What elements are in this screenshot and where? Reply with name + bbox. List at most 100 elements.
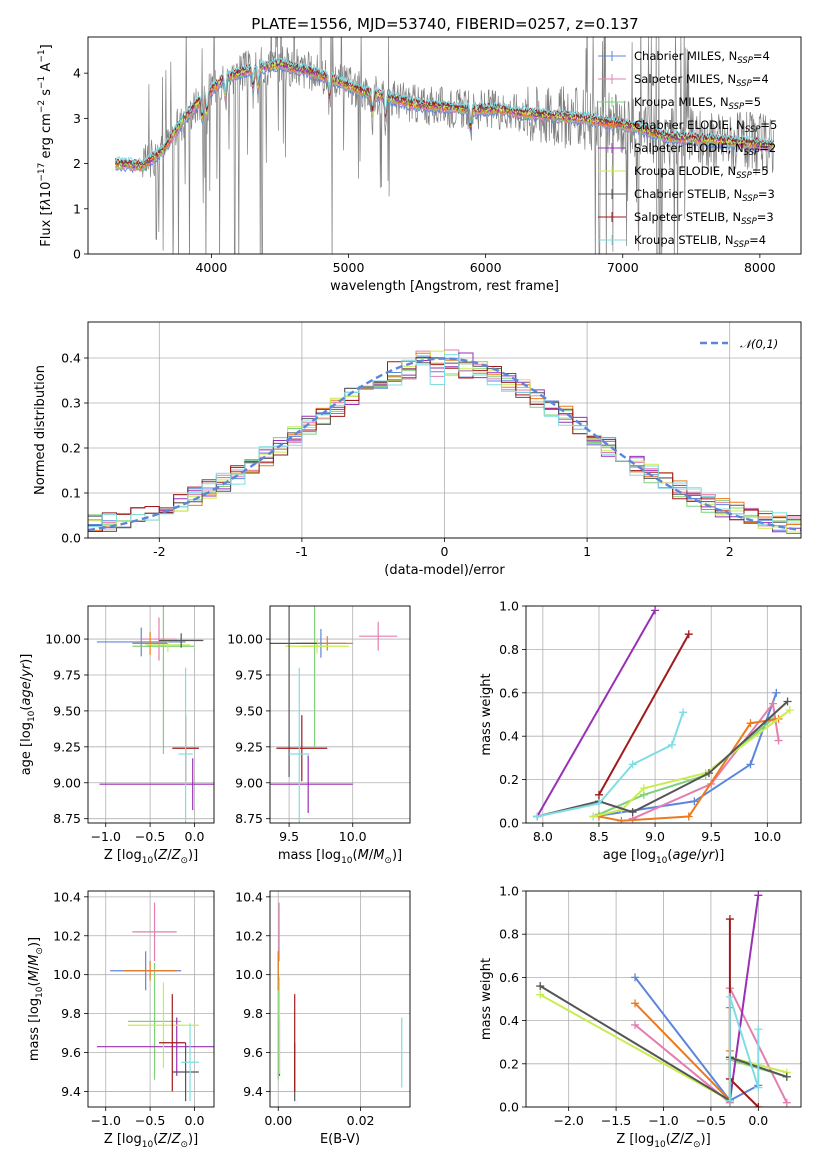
y-tick-label: 10.2 (53, 928, 81, 943)
weight-point-kroupa_stelib (754, 1025, 763, 1034)
plot-area-z_mass (96, 902, 214, 1102)
y-tick-label: 9.8 (243, 1006, 263, 1021)
y-tick-label: 10.00 (45, 632, 81, 647)
y-tick-label: 4 (73, 66, 81, 81)
x-axis-label: Z [log10(Z/Z⊙)] (104, 848, 198, 866)
plot-area-age_weight (533, 606, 794, 823)
y-tick-label: 1.0 (499, 599, 519, 614)
weight-point-chabrier_miles (746, 760, 755, 769)
weight-point-kroupa_elodie (639, 784, 648, 793)
histogram-kroupa_stelib (88, 354, 801, 528)
y-tick-label: 9.75 (53, 667, 81, 682)
legend-label: Salpeter MILES, NSSP=4 (634, 72, 769, 89)
chart-ebv_mass: 0.00 0.02 9.4 9.6 9.8 10.0 10.2 10.4 E(B-V) (235, 889, 411, 1147)
weight-point-salpeter_stelib (754, 1103, 763, 1107)
weight-point-salpeter_miles (631, 1020, 640, 1029)
weight-point-chabrier_miles (772, 688, 781, 697)
legend-label: Salpeter STELIB, NSSP=3 (634, 210, 774, 227)
x-tick-label: 0.0 (748, 1113, 768, 1128)
y-tick-label: 0.0 (499, 816, 519, 831)
x-tick-label: 7000 (607, 260, 639, 275)
weight-point-kroupa_stelib (679, 708, 688, 717)
y-tick-label: 0.1 (61, 486, 81, 501)
weight-point-chabrier_stelib (782, 1072, 791, 1081)
weight-line-kroupa_stelib (728, 996, 760, 1101)
plot-area-z_weight (536, 891, 791, 1107)
chart-z_age: −1.0 −0.5 0.0 8.75 9.00 9.25 9.50 9.75 10.00 Z [l… (19, 605, 215, 866)
weight-point-chabrier_miles (690, 797, 699, 806)
weight-point-kroupa_stelib (533, 812, 542, 821)
y-tick-label: 0.6 (499, 970, 519, 985)
weight-line-salpeter_stelib (598, 633, 690, 796)
x-tick-label: 10.0 (753, 829, 781, 844)
y-tick-label: 0.2 (61, 441, 81, 456)
y-tick-label: 9.25 (235, 739, 263, 754)
y-tick-label: 0.8 (499, 642, 519, 657)
weight-point-chabrier_stelib (783, 697, 792, 706)
x-tick-label: −1.0 (91, 829, 121, 844)
y-tick-label: 0.4 (499, 1013, 519, 1028)
x-tick-label: 6000 (470, 260, 502, 275)
y-tick-label: 0.4 (61, 351, 81, 366)
x-tick-label: 8.5 (589, 829, 609, 844)
plot-area-residuals (88, 349, 801, 534)
y-tick-label: 8.75 (235, 811, 263, 826)
y-tick-label: 10.00 (227, 632, 263, 647)
chart-residuals: -2 -1 0 1 2 0.0 0.1 0.2 0.3 0.4 (data-model)/error… (33, 321, 802, 578)
y-tick-label: 0.0 (61, 531, 81, 546)
x-tick-label: 8000 (744, 260, 776, 275)
chart-age_weight: 8.0 8.5 9.0 9.5 10.0 0.0 0.2 0.4 0.6 0.8 1.0 age [l… (479, 599, 802, 866)
weight-point-chabrier_miles (631, 973, 640, 982)
x-tick-label: 0 (441, 544, 449, 559)
grid-age_weight (526, 605, 801, 824)
x-tick-label: 2 (726, 544, 734, 559)
chart-spectrum: 4000 5000 6000 7000 8000 0 1 2 3 4 wavelength [Ang… (37, 36, 802, 294)
y-tick-label: 9.6 (243, 1045, 263, 1060)
y-tick-label: 1 (73, 201, 81, 216)
y-tick-label: 0.2 (499, 1056, 519, 1071)
weight-point-kroupa_stelib (667, 740, 676, 749)
axes-frame (525, 890, 802, 1108)
weight-line-salpeter_elodie (728, 895, 760, 1101)
legend-label: Kroupa ELODIE, NSSP=5 (634, 164, 769, 181)
weight-point-kroupa_stelib (725, 1096, 734, 1105)
y-tick-label: 10.0 (235, 967, 263, 982)
weight-point-kroupa_elodie (536, 990, 545, 999)
weight-point-kroupa_elodie (589, 812, 598, 821)
y-tick-label: 0.3 (61, 396, 81, 411)
legend-label: Chabrier STELIB, NSSP=3 (634, 187, 775, 204)
weight-point-kroupa_stelib (628, 760, 637, 769)
grid-z_weight (526, 890, 801, 1108)
plot-area-z_age (96, 606, 214, 823)
x-tick-label: -1 (296, 544, 308, 559)
axes-frame (269, 605, 411, 824)
x-tick-label: 0.0 (185, 829, 205, 844)
x-tick-label: −0.5 (696, 1113, 726, 1128)
weight-point-kroupa_stelib (754, 1083, 763, 1092)
chart-z_mass: −1.0 −0.5 0.0 9.4 9.6 9.8 10.0 10.2 10.4 Z [log10… (27, 889, 215, 1150)
model-line-kroupa_stelib (115, 57, 774, 165)
chart-mass_age: 9.5 10.0 8.75 9.00 9.25 9.50 9.75 10.00 mass [lo… (227, 605, 411, 866)
x-tick-label: −1.5 (601, 1113, 631, 1128)
grid-z_mass (88, 891, 214, 1107)
y-axis-label: mass weight (479, 673, 494, 755)
x-axis-label: (data-model)/error (384, 563, 505, 578)
figure-title: PLATE=1556, MJD=53740, FIBERID=0257, z=0… (251, 15, 638, 33)
y-tick-label: 0.0 (499, 1100, 519, 1115)
weight-point-chabrier_elodie (746, 719, 755, 728)
y-tick-label: 10.0 (53, 967, 81, 982)
legend-label: Chabrier ELODIE, NSSP=5 (634, 118, 777, 135)
weight-point-kroupa_elodie (785, 706, 794, 715)
x-tick-label: 4000 (195, 260, 227, 275)
weight-point-chabrier_stelib (704, 769, 713, 778)
x-axis-label: mass [log10(M/M⊙)] (278, 848, 402, 866)
y-tick-label: 10.4 (235, 889, 263, 904)
legend-label: 𝒩(0,1) (740, 337, 778, 351)
legend-label: Kroupa STELIB, NSSP=4 (634, 233, 766, 250)
y-tick-label: 9.75 (235, 667, 263, 682)
y-tick-label: 2 (73, 156, 81, 171)
x-tick-label: 0.00 (264, 1113, 292, 1128)
y-tick-label: 0 (73, 247, 81, 262)
weight-point-chabrier_stelib (628, 808, 637, 817)
